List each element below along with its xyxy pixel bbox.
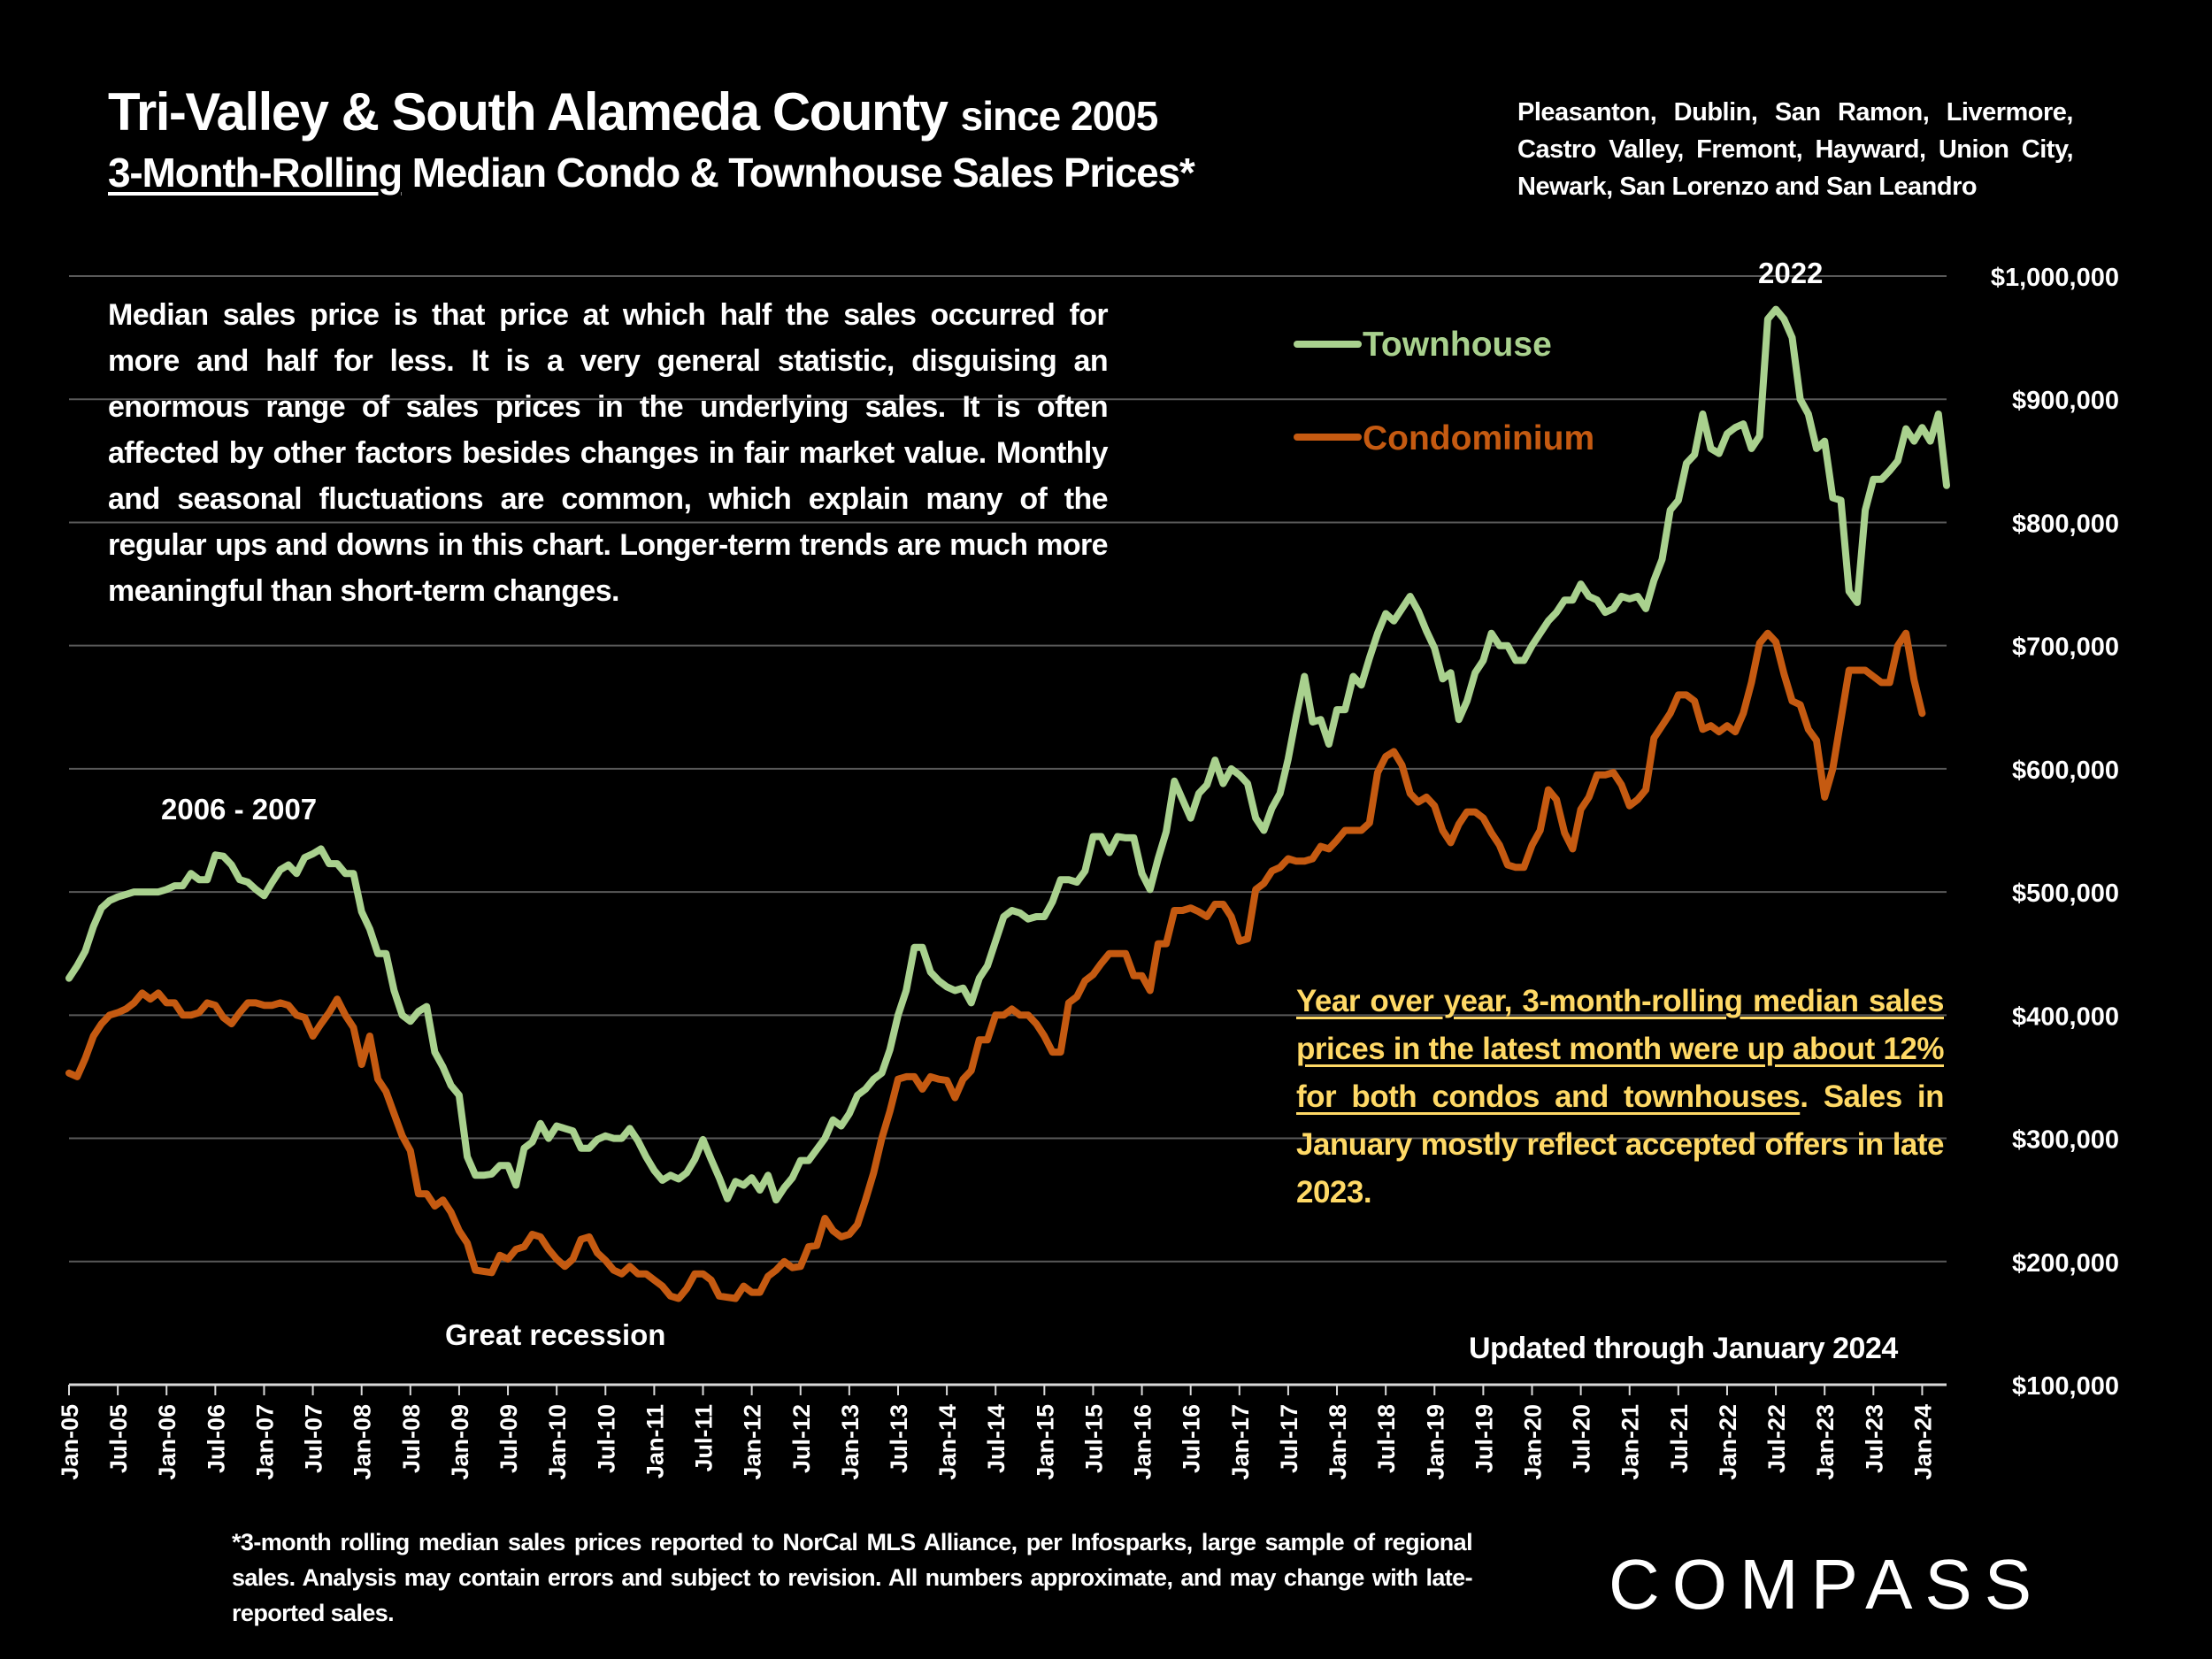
x-tick-label: Jul-09	[495, 1404, 522, 1473]
x-tick-label: Jan-05	[57, 1404, 83, 1480]
x-tick-label: Jan-22	[1715, 1404, 1741, 1480]
legend-label-condominium: Condominium	[1363, 419, 1594, 457]
y-tick-label: $600,000	[2012, 757, 2119, 785]
x-tick-label: Jan-12	[740, 1404, 766, 1480]
series-lines	[65, 305, 1950, 1302]
median-definition-note: Median sales price is that price at whic…	[108, 298, 1109, 608]
x-tick-label: Jan-24	[1909, 1404, 1936, 1480]
x-tick-label: Jul-14	[983, 1404, 1010, 1473]
y-tick-label: $300,000	[2012, 1126, 2119, 1155]
x-tick-label: Jul-19	[1471, 1404, 1497, 1473]
legend-label-townhouse: Townhouse	[1363, 326, 1552, 364]
series-line-townhouse	[65, 305, 1950, 1204]
x-axis: Jan-05 Jul-05 Jan-06 Jul-06 Jan-07 Jul-07 Jan-…	[57, 1383, 1947, 1480]
x-tick-label: Jul-20	[1569, 1404, 1595, 1473]
x-tick-label: Jul-08	[398, 1404, 425, 1473]
title-main: Tri-Valley & South Alameda County	[108, 82, 949, 142]
callout-underlined: Year over year, 3-month-rolling median s…	[1296, 984, 1945, 1114]
series-line-condominium	[65, 629, 1926, 1302]
x-tick-label: Jul-10	[593, 1404, 619, 1473]
x-tick-label: Jul-11	[691, 1404, 718, 1472]
x-tick-label: Jan-17	[1227, 1404, 1254, 1480]
x-tick-label: Jan-18	[1325, 1404, 1351, 1480]
annotation-2006-2007: 2006 - 2007	[161, 793, 317, 826]
y-tick-label: $1,000,000	[1991, 264, 2119, 292]
x-tick-label: Jul-16	[1179, 1404, 1205, 1473]
y-tick-label: $800,000	[2012, 510, 2119, 538]
yoy-callout: Year over year, 3-month-rolling median s…	[1296, 978, 1945, 1217]
chart-title: Tri-Valley & South Alameda County since …	[108, 81, 1159, 142]
updated-through-label: Updated through January 2024	[1469, 1332, 1898, 1365]
footnote: *3-month rolling median sales prices rep…	[232, 1529, 1473, 1626]
x-tick-label: Jan-23	[1812, 1404, 1839, 1480]
x-tick-label: Jul-22	[1763, 1404, 1790, 1473]
y-tick-label: $500,000	[2012, 879, 2119, 908]
x-tick-label: Jul-18	[1373, 1404, 1400, 1473]
x-tick-label: Jul-21	[1666, 1404, 1693, 1473]
x-tick-label: Jan-14	[934, 1404, 961, 1480]
x-tick-label: Jan-09	[447, 1404, 473, 1480]
x-tick-label: Jul-05	[105, 1404, 132, 1473]
y-tick-label: $700,000	[2012, 634, 2119, 662]
x-tick-label: Jan-15	[1032, 1404, 1058, 1480]
title-suffix: since 2005	[960, 93, 1159, 139]
x-tick-label: Jul-12	[788, 1404, 815, 1473]
x-tick-label: Jan-07	[251, 1404, 278, 1480]
chart-subtitle: 3-Month-Rolling Median Condo & Townhouse…	[108, 149, 1195, 196]
cities-list: Pleasanton, Dublin, San Ramon, Livermore…	[1517, 98, 2074, 201]
x-tick-label: Jan-21	[1617, 1404, 1644, 1480]
x-tick-label: Jan-20	[1520, 1404, 1547, 1480]
x-tick-label: Jul-23	[1861, 1404, 1887, 1473]
x-tick-label: Jan-08	[349, 1404, 376, 1480]
x-tick-label: Jan-11	[641, 1404, 668, 1479]
annotation-great-recession: Great recession	[445, 1318, 665, 1351]
callout-rest: . Sales in January mostly reflect accept…	[1296, 1079, 1945, 1210]
y-tick-label: $100,000	[2012, 1372, 2119, 1401]
x-tick-label: Jul-06	[203, 1404, 229, 1473]
y-tick-label: $900,000	[2012, 387, 2119, 415]
x-tick-label: Jul-13	[886, 1404, 912, 1473]
legend: Townhouse Condominium	[1294, 326, 1594, 457]
y-tick-label: $400,000	[2012, 1002, 2119, 1031]
x-tick-label: Jan-10	[544, 1404, 571, 1480]
x-tick-label: Jan-13	[837, 1404, 864, 1480]
x-tick-label: Jan-16	[1130, 1404, 1156, 1480]
x-tick-label: Jul-07	[301, 1404, 327, 1473]
subtitle-underlined: 3-Month-Rolling	[108, 150, 403, 196]
x-tick-label: Jan-19	[1422, 1404, 1448, 1480]
y-tick-label: $200,000	[2012, 1249, 2119, 1278]
compass-logo: COMPASS	[1609, 1545, 2045, 1624]
subtitle-rest: Median Condo & Townhouse Sales Prices*	[411, 150, 1195, 196]
y-axis-labels: $100,000 $200,000 $300,000 $400,000 $500,000…	[1991, 264, 2119, 1401]
x-tick-label: Jan-06	[154, 1404, 180, 1480]
x-tick-label: Jul-17	[1276, 1404, 1302, 1473]
x-tick-label: Jul-15	[1080, 1404, 1107, 1473]
gridlines	[69, 275, 1947, 1263]
annotation-2022: 2022	[1758, 257, 1823, 289]
